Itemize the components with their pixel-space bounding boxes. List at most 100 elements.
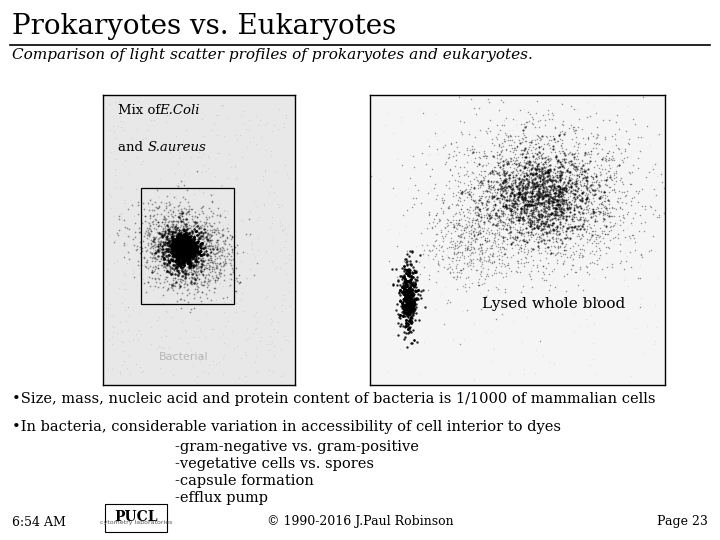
Point [186, 237, 198, 246]
Point [205, 191, 217, 199]
Point [521, 258, 532, 267]
Point [164, 255, 176, 264]
Point [539, 238, 550, 247]
Point [191, 247, 202, 256]
Point [582, 148, 594, 157]
Point [188, 260, 199, 269]
Point [555, 99, 567, 107]
Point [526, 193, 537, 201]
Point [405, 317, 416, 326]
Point [528, 213, 540, 221]
Point [248, 311, 260, 320]
Point [531, 181, 542, 190]
Point [393, 312, 405, 321]
Point [164, 241, 176, 250]
Point [503, 201, 515, 210]
Point [191, 280, 202, 288]
Point [531, 216, 542, 225]
Point [403, 307, 415, 315]
Point [493, 159, 505, 167]
Point [620, 256, 631, 265]
Point [189, 249, 200, 258]
Point [500, 146, 512, 155]
Point [400, 308, 412, 317]
Point [475, 305, 487, 313]
Point [474, 270, 485, 279]
Point [185, 246, 197, 255]
Point [418, 263, 429, 272]
Point [148, 235, 159, 244]
Point [574, 115, 585, 124]
Point [542, 197, 554, 206]
Point [567, 163, 579, 172]
Point [396, 271, 408, 280]
Point [202, 259, 214, 268]
Point [601, 192, 613, 200]
Point [165, 266, 176, 274]
Point [405, 278, 416, 286]
Point [438, 237, 449, 246]
Point [401, 298, 413, 306]
Point [620, 144, 631, 153]
Point [182, 239, 194, 248]
Point [530, 179, 541, 188]
Point [175, 247, 186, 256]
Point [523, 269, 534, 278]
Point [518, 235, 530, 244]
Point [507, 185, 518, 193]
Point [533, 159, 544, 168]
Point [579, 140, 590, 149]
Point [549, 211, 561, 220]
Point [536, 195, 548, 204]
Point [545, 214, 557, 222]
Point [563, 221, 575, 230]
Point [172, 252, 184, 260]
Point [113, 97, 125, 106]
Point [526, 170, 538, 179]
Point [143, 229, 154, 238]
Point [572, 202, 584, 211]
Point [541, 230, 552, 239]
Point [392, 331, 403, 340]
Point [536, 176, 547, 185]
Point [413, 316, 425, 325]
Point [184, 238, 196, 246]
Point [509, 172, 521, 181]
Point [184, 243, 196, 252]
Point [117, 299, 128, 307]
Point [637, 93, 649, 102]
Point [535, 199, 546, 208]
Point [581, 179, 593, 187]
Point [552, 207, 563, 216]
Point [459, 233, 470, 241]
Point [183, 239, 194, 248]
Point [551, 210, 562, 218]
Point [581, 176, 593, 185]
Point [484, 237, 495, 246]
Point [539, 217, 550, 225]
Point [474, 253, 486, 262]
Point [501, 130, 513, 139]
Point [645, 202, 657, 211]
Point [615, 148, 626, 157]
Point [534, 153, 545, 162]
Point [499, 184, 510, 193]
Point [172, 267, 184, 276]
Point [172, 242, 184, 251]
Point [523, 208, 534, 217]
Point [191, 222, 202, 231]
Point [459, 244, 470, 252]
Point [175, 245, 186, 253]
Point [588, 180, 599, 189]
Point [149, 262, 161, 271]
Point [202, 226, 213, 234]
Point [170, 244, 181, 252]
Point [230, 299, 242, 308]
Point [188, 244, 199, 253]
Point [404, 266, 415, 274]
Point [169, 246, 181, 255]
Point [197, 229, 209, 238]
Point [547, 197, 559, 206]
Point [180, 236, 192, 245]
Point [582, 176, 593, 185]
